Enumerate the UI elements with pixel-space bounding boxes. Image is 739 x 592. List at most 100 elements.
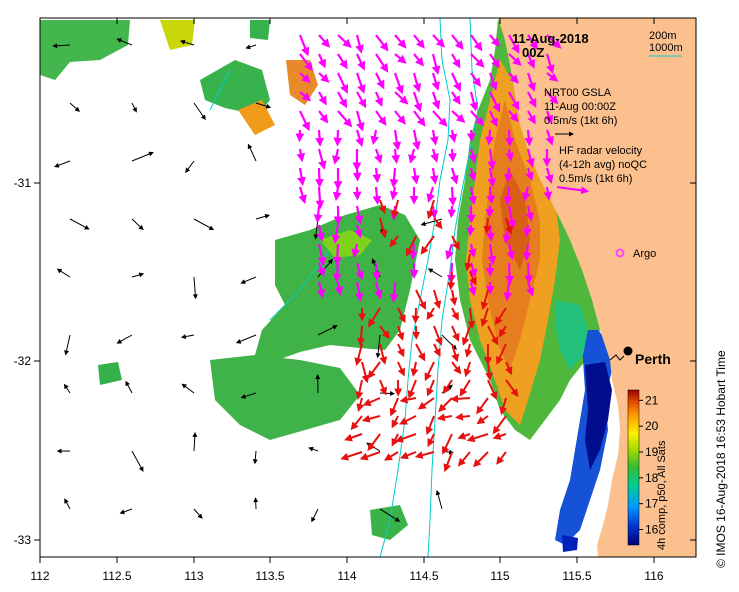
hf-vector-red <box>415 343 426 362</box>
hf-vector <box>508 34 520 54</box>
hf-vector <box>317 148 327 170</box>
hf-vector <box>505 129 514 147</box>
hf-vector <box>394 53 407 64</box>
gsla-vector <box>247 143 257 162</box>
hf-vector <box>522 186 531 202</box>
hf-vector <box>485 129 494 146</box>
hf-vector <box>332 186 342 202</box>
hf-vector <box>527 91 537 108</box>
hf-vector-red <box>359 451 381 461</box>
hf-vector-red <box>367 361 381 379</box>
gsla-vector <box>235 334 257 344</box>
hf-vector <box>333 129 343 147</box>
gsla-vector <box>255 213 271 220</box>
isobath-legend-200m: 200m <box>649 30 677 42</box>
gsla-vector <box>311 508 319 523</box>
colorbar-title: 4h comp, p50, All Sats <box>656 440 668 550</box>
hf-vector <box>432 110 448 127</box>
hf-vector-red <box>379 379 387 396</box>
gsla-vector <box>317 325 338 336</box>
hf-vector-red <box>357 325 365 347</box>
hf-vector <box>467 243 477 258</box>
hf-vector <box>431 72 441 91</box>
gsla-vector <box>240 276 257 284</box>
hf-vector-red <box>438 397 453 413</box>
hf-vector <box>522 243 532 262</box>
hf-vector-red <box>451 361 462 375</box>
hf-vector <box>375 34 389 52</box>
gsla-vector <box>180 334 195 339</box>
hf-vector <box>508 110 519 123</box>
hf-vector-red <box>361 414 381 423</box>
y-axis: -31 -32 -33 <box>14 176 696 547</box>
hf-vector <box>337 53 348 70</box>
hf-vector-red <box>443 451 453 473</box>
gsla-vector <box>245 44 257 50</box>
hf-vector <box>448 148 457 163</box>
x-tick-label: 115.5 <box>562 569 591 583</box>
hf-vector <box>334 281 344 296</box>
hf-vector-red <box>391 199 400 219</box>
hf-vector <box>426 186 435 203</box>
gsla-vector <box>64 498 71 510</box>
hf-vector-red <box>424 361 435 382</box>
hf-vector <box>413 34 425 49</box>
hf-vector-red <box>476 415 489 425</box>
hf-vector-red <box>455 412 471 421</box>
hf-vector <box>468 167 477 182</box>
hf-vector <box>332 148 341 165</box>
hf-vector-red <box>459 379 471 397</box>
hf-vector-red <box>433 289 442 310</box>
hf-vector-red <box>451 307 459 321</box>
hf-vector <box>468 186 478 206</box>
hf-legend-avg: (4-12h avg) noQC <box>559 159 647 171</box>
hf-vector-red <box>464 343 473 358</box>
hf-vector-red <box>400 451 417 460</box>
credit-label: © IMOS 16-Aug-2018 16:53 Hobart Time <box>714 350 728 568</box>
x-tick-label: 114 <box>337 569 356 583</box>
hf-vector <box>412 129 421 151</box>
plot-frame <box>39 17 697 558</box>
gsla-vector <box>131 272 145 278</box>
gsla-vector <box>308 446 319 452</box>
gsla-vector <box>131 102 137 113</box>
hf-vector <box>372 186 382 206</box>
gsla-vector <box>435 489 443 510</box>
hf-vector <box>375 53 389 73</box>
hf-vector-red <box>433 343 441 357</box>
hf-vector <box>508 72 519 84</box>
hf-vector-red <box>457 451 471 467</box>
hf-vector <box>413 53 425 67</box>
gsla-vector <box>255 102 272 109</box>
hf-vector-red <box>389 235 399 248</box>
gsla-vector <box>181 383 195 394</box>
hf-vector-red <box>399 415 417 425</box>
hf-vector <box>313 205 323 224</box>
hf-vector <box>352 167 362 182</box>
hf-vector-red <box>379 343 388 365</box>
hf-vector-red <box>378 199 387 214</box>
colorbar-tick-label: 20 <box>645 419 659 433</box>
hf-vector-red <box>505 379 519 398</box>
hf-vector <box>317 53 326 69</box>
time-label: 00Z <box>522 45 544 60</box>
hf-vector-red <box>433 217 443 230</box>
hf-vector <box>526 72 536 92</box>
hf-vector <box>546 34 562 49</box>
hf-vector <box>487 243 497 266</box>
hf-vector-red <box>464 253 473 272</box>
hf-vector-red <box>499 397 508 416</box>
hf-vector-red <box>472 451 489 468</box>
hf-vector <box>470 72 482 88</box>
hf-vector <box>355 262 364 281</box>
colorbar-tick-label: 19 <box>645 445 659 459</box>
gsla-vector <box>379 508 401 522</box>
hf-vector <box>506 243 516 261</box>
gsla-vector <box>427 268 443 278</box>
hf-vector <box>503 281 513 302</box>
hf-vector <box>370 129 380 146</box>
hf-vector <box>354 281 364 302</box>
hf-vector <box>527 110 536 125</box>
hf-vector <box>451 53 461 69</box>
